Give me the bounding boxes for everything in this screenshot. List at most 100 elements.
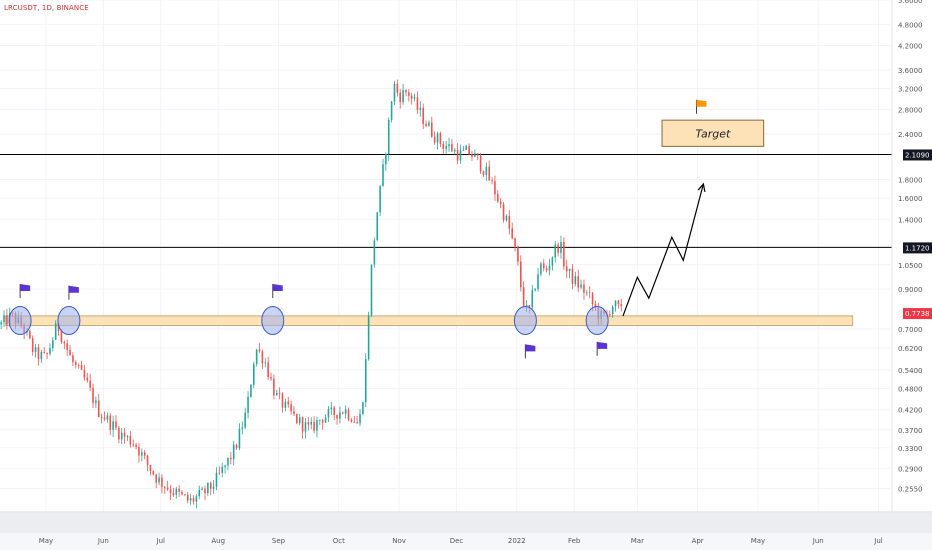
- candle-body: [540, 263, 542, 275]
- candle-body: [313, 421, 315, 431]
- candle-body: [344, 409, 347, 414]
- candle-body: [356, 422, 358, 424]
- candle-body: [273, 378, 275, 396]
- candle-body: [120, 432, 123, 440]
- candle-body: [451, 144, 453, 152]
- support-touch-circle: [513, 306, 537, 336]
- candle-body: [402, 90, 404, 103]
- candle-body: [580, 284, 582, 288]
- candle-body: [505, 215, 508, 221]
- price-tick-label: 5.6000: [898, 0, 923, 5]
- candle-body: [324, 417, 327, 423]
- candle-body: [528, 304, 531, 308]
- price-tick-label: 0.6200: [898, 345, 923, 353]
- flag-icon: [525, 344, 536, 352]
- price-tag: [903, 308, 932, 320]
- flag-icon: [272, 283, 283, 291]
- time-tick-label: Apr: [692, 537, 704, 545]
- candle-body: [178, 488, 180, 492]
- candle-body: [608, 314, 611, 315]
- candle-body: [149, 464, 152, 471]
- candle-body: [390, 101, 393, 120]
- candle-body: [491, 180, 493, 182]
- candle-body: [255, 349, 258, 365]
- candle-body: [488, 166, 491, 181]
- candle-body: [620, 304, 623, 306]
- candle-body: [247, 396, 249, 413]
- candle-body: [264, 362, 267, 364]
- candle-body: [430, 122, 433, 137]
- candle-body: [393, 84, 396, 102]
- candle-body: [494, 181, 496, 195]
- time-tick-label: Mar: [631, 537, 644, 545]
- candle-body: [77, 364, 80, 366]
- target-flag: [695, 99, 707, 114]
- candle-body: [227, 457, 229, 466]
- candle-body: [336, 414, 338, 419]
- candle-body: [511, 228, 513, 239]
- candle-body: [416, 97, 419, 110]
- candle-body: [287, 401, 290, 405]
- candle-body: [534, 289, 536, 291]
- price-tick-label: 1.4000: [898, 216, 923, 224]
- annotations-layer: [8, 99, 707, 359]
- candle-body: [453, 149, 456, 152]
- candle-body: [497, 194, 499, 202]
- candle-body: [192, 498, 195, 502]
- candle-body: [583, 284, 585, 293]
- flag-icon: [68, 285, 79, 293]
- candle-body: [201, 488, 203, 490]
- support-touch-circle: [8, 306, 32, 336]
- time-scrollbar: [0, 513, 932, 533]
- candle-body: [97, 400, 100, 417]
- candle-body: [574, 276, 577, 284]
- candle-body: [482, 171, 485, 175]
- candle-body: [425, 123, 427, 127]
- candle-body: [155, 474, 157, 483]
- candle-body: [230, 457, 232, 460]
- candle-body: [376, 212, 379, 241]
- candle-body: [321, 419, 324, 423]
- candle-body: [52, 339, 54, 349]
- candle-body: [531, 290, 534, 308]
- support-touch-circle: [261, 306, 285, 336]
- candle-body: [545, 268, 548, 271]
- candle-body: [86, 377, 89, 381]
- candle-body: [586, 292, 588, 294]
- candle-body: [235, 444, 238, 449]
- candle-body: [471, 154, 473, 157]
- candle-body: [43, 352, 46, 354]
- price-tick-label: 3.6000: [898, 67, 923, 75]
- candle-body: [250, 384, 252, 397]
- candle-body: [103, 417, 106, 420]
- candle-body: [161, 477, 163, 487]
- candle-body: [413, 97, 416, 99]
- time-tick-label: Feb: [568, 537, 581, 545]
- price-tick-label: 0.3300: [898, 445, 923, 453]
- price-tick-label: 0.2900: [898, 465, 923, 473]
- grid: [0, 0, 890, 512]
- candle-body: [100, 416, 103, 418]
- candle-body: [525, 304, 528, 306]
- candle-body: [267, 362, 269, 378]
- price-tag-label: 2.1090: [905, 151, 930, 159]
- touch-flag: [596, 341, 608, 356]
- candle-body: [307, 422, 310, 425]
- candle-body: [611, 306, 614, 315]
- candle-body: [442, 143, 445, 149]
- candle-body: [560, 241, 562, 253]
- candle-body: [29, 330, 31, 339]
- touch-flag: [524, 344, 536, 359]
- candle-body: [40, 352, 43, 360]
- candle-body: [517, 246, 519, 262]
- candle-body: [143, 452, 146, 456]
- candle-body: [316, 420, 318, 431]
- touch-flag: [68, 285, 79, 300]
- candle-body: [296, 413, 298, 424]
- price-tick-label: 0.7000: [898, 326, 923, 334]
- candle-body: [69, 349, 71, 356]
- candle-body: [186, 494, 189, 501]
